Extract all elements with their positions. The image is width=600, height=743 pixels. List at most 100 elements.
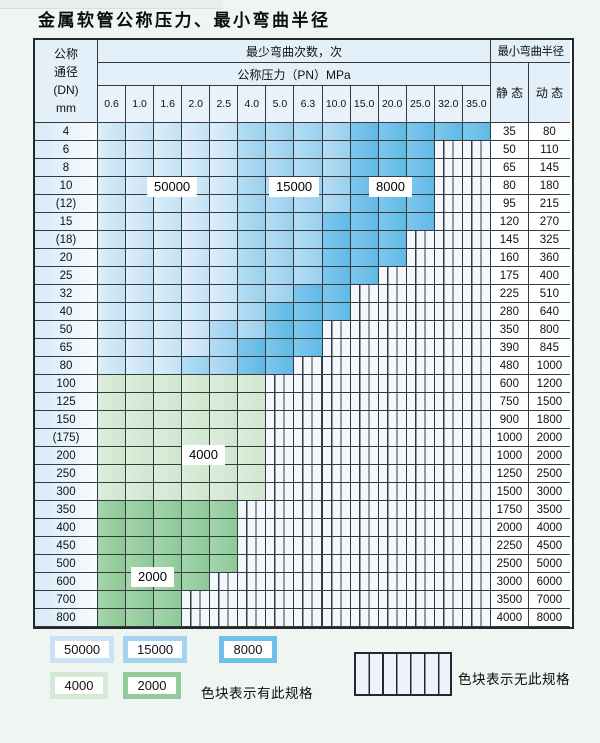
dn-cell: 40	[35, 303, 98, 321]
no-spec-cell	[406, 447, 435, 465]
spec-cell	[154, 429, 183, 447]
spec-cell	[294, 159, 323, 177]
spec-cell	[210, 429, 239, 447]
spec-cell	[406, 159, 435, 177]
no-spec-cell	[210, 573, 239, 591]
spec-cell	[266, 357, 295, 375]
spec-cell	[378, 177, 407, 195]
spec-cell	[126, 249, 155, 267]
spec-cell	[238, 177, 267, 195]
spec-cell	[182, 357, 211, 375]
spec-cell	[378, 213, 407, 231]
spec-cell	[126, 267, 155, 285]
dynamic-radius-cell: 510	[528, 285, 570, 303]
spec-cell	[350, 123, 379, 141]
spec-cell	[154, 537, 183, 555]
dynamic-radius-cell: 4500	[528, 537, 570, 555]
no-spec-cell	[378, 447, 407, 465]
spec-cell	[238, 393, 267, 411]
no-spec-cell	[322, 375, 351, 393]
spec-cell	[378, 195, 407, 213]
spec-cell	[154, 285, 183, 303]
spec-cell	[238, 357, 267, 375]
spec-cell	[98, 231, 127, 249]
spec-cell	[238, 159, 267, 177]
no-spec-cell	[462, 411, 491, 429]
dn-cell: 8	[35, 159, 98, 177]
spec-cell	[98, 123, 127, 141]
spec-cell	[182, 249, 211, 267]
spec-cell	[210, 123, 239, 141]
table-row: 700 3500 7000	[35, 591, 572, 609]
spec-cell	[266, 213, 295, 231]
no-spec-cell	[294, 609, 323, 627]
table-row: 500 2500 5000	[35, 555, 572, 573]
dynamic-radius-cell: 1500	[528, 393, 570, 411]
spec-cell	[210, 393, 239, 411]
table-row: 10 80 180	[35, 177, 572, 195]
spec-cell	[238, 339, 267, 357]
table-row: 300 1500 3000	[35, 483, 572, 501]
spec-cell	[378, 141, 407, 159]
static-radius-cell: 65	[490, 159, 529, 177]
no-spec-cell	[378, 591, 407, 609]
static-dynamic-row: 静 态 动 态	[491, 63, 570, 123]
legend-no-spec-sample	[354, 652, 452, 696]
spec-cell	[182, 429, 211, 447]
dn-cell: 250	[35, 465, 98, 483]
dn-cell: 32	[35, 285, 98, 303]
dn-cell: 65	[35, 339, 98, 357]
spec-cell	[322, 195, 351, 213]
dn-header-line3: (DN)	[53, 83, 79, 97]
spec-cell	[98, 573, 127, 591]
table-row: (18) 145 325	[35, 231, 572, 249]
spec-cell	[210, 195, 239, 213]
no-spec-cell	[350, 285, 379, 303]
no-spec-cell	[462, 285, 491, 303]
spec-cell	[210, 339, 239, 357]
table-row: 20 160 360	[35, 249, 572, 267]
spec-cell	[210, 465, 239, 483]
spec-cell	[182, 501, 211, 519]
no-spec-cell	[406, 573, 435, 591]
spec-cell	[98, 429, 127, 447]
spec-cell	[98, 267, 127, 285]
dynamic-radius-cell: 640	[528, 303, 570, 321]
spec-cell	[182, 447, 211, 465]
legend-chip-50000: 50000	[50, 636, 115, 663]
spec-cell	[238, 195, 267, 213]
spec-cell	[182, 159, 211, 177]
spec-cell	[350, 195, 379, 213]
legend-chip-label: 4000	[55, 677, 103, 694]
no-spec-cell	[266, 501, 295, 519]
dn-cell: 50	[35, 321, 98, 339]
no-spec-cell	[294, 573, 323, 591]
no-spec-cell	[238, 537, 267, 555]
spec-cell	[126, 609, 155, 627]
dn-cell: 450	[35, 537, 98, 555]
table-row: 6 50 110	[35, 141, 572, 159]
no-spec-cell	[294, 411, 323, 429]
spec-cell	[182, 465, 211, 483]
spec-cell	[154, 609, 183, 627]
spec-cell	[154, 573, 183, 591]
pressure-tick: 10.0	[322, 86, 351, 122]
spec-cell	[294, 231, 323, 249]
no-spec-cell	[294, 447, 323, 465]
spec-cell	[126, 447, 155, 465]
no-spec-cell	[434, 375, 463, 393]
spec-cell	[210, 555, 239, 573]
no-spec-cell	[266, 555, 295, 573]
dn-cell: 4	[35, 123, 98, 141]
spec-cell	[154, 519, 183, 537]
dn-header-line4: mm	[56, 101, 76, 115]
spec-cell	[126, 411, 155, 429]
no-spec-cell	[350, 339, 379, 357]
no-spec-cell	[238, 555, 267, 573]
no-spec-cell	[350, 303, 379, 321]
no-spec-cell	[294, 465, 323, 483]
spec-cell	[126, 501, 155, 519]
no-spec-cell	[406, 267, 435, 285]
spec-cell	[266, 339, 295, 357]
table-row: 450 2250 4500	[35, 537, 572, 555]
